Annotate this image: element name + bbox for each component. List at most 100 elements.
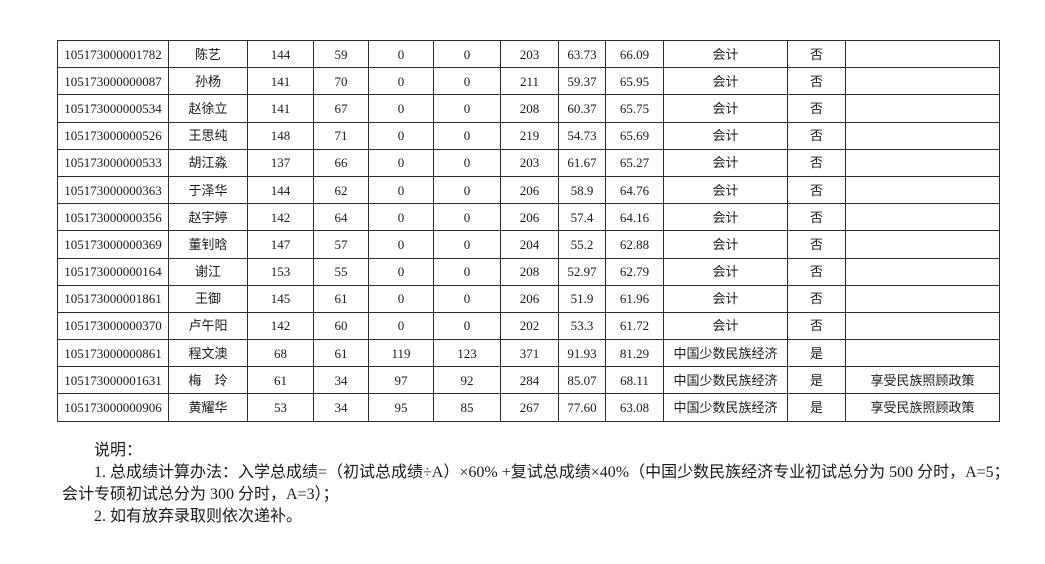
table-cell-score_4: 0 bbox=[433, 67, 501, 96]
table-cell-final_score: 62.88 bbox=[605, 230, 664, 259]
table-cell-policy_flag: 否 bbox=[787, 39, 846, 69]
table-cell-score_4: 92 bbox=[433, 366, 501, 395]
table-cell-major: 会计 bbox=[663, 121, 788, 150]
table-cell-score_2: 67 bbox=[313, 94, 369, 123]
table-cell-candidate_id: 105173000000363 bbox=[57, 175, 169, 205]
table-cell-name: 程文澳 bbox=[168, 339, 248, 368]
table-cell-policy_flag: 否 bbox=[787, 175, 846, 205]
table-cell-final_score: 65.69 bbox=[605, 121, 664, 150]
table-row: 105173000000356 赵宇婷 142 64 0 0 206 57.4 64.16 会计否 bbox=[57, 203, 1000, 232]
table-cell-name: 孙杨 bbox=[168, 67, 248, 96]
table-cell-remark bbox=[845, 94, 1000, 123]
table-cell-remark bbox=[845, 230, 1000, 259]
table-row: 105173000000369 董钊晗 147 57 0 0 204 55.2 62.88 会计否 bbox=[57, 230, 1000, 259]
table-cell-score_4: 0 bbox=[433, 311, 501, 341]
table-cell-remark: 享受民族照顾政策 bbox=[845, 366, 1000, 395]
table-cell-score_1: 141 bbox=[247, 67, 314, 96]
table-cell-major: 会计 bbox=[663, 94, 788, 123]
table-cell-policy_flag: 否 bbox=[787, 284, 846, 313]
table-cell-remark bbox=[845, 257, 1000, 286]
table-cell-score_3: 119 bbox=[368, 339, 434, 368]
table-row: 105173000000861 程文澳 68 61 119 123 371 91.93 81.2… bbox=[57, 339, 1000, 368]
table-cell-score_1: 144 bbox=[247, 39, 314, 69]
table-cell-score_2: 62 bbox=[313, 175, 369, 205]
table-cell-major: 会计 bbox=[663, 67, 788, 96]
table-cell-final_score: 81.29 bbox=[605, 339, 664, 368]
table-cell-candidate_id: 105173000000370 bbox=[57, 311, 169, 341]
table-cell-score_2: 60 bbox=[313, 311, 369, 341]
table-cell-remark: 享受民族照顾政策 bbox=[845, 393, 1000, 422]
table-cell-remark bbox=[845, 39, 1000, 69]
table-cell-score_1: 147 bbox=[247, 230, 314, 259]
table-cell-candidate_id: 105173000000369 bbox=[57, 230, 169, 259]
table-cell-score_4: 0 bbox=[433, 94, 501, 123]
table-cell-final_score: 61.96 bbox=[605, 284, 664, 313]
table-cell-score_4: 0 bbox=[433, 203, 501, 232]
note-item-2: 2. 如有放弃录取则依次递补。 bbox=[94, 508, 303, 525]
table-cell-final_score: 66.09 bbox=[605, 39, 664, 69]
table-cell-score_4: 0 bbox=[433, 175, 501, 205]
table-cell-major: 中国少数民族经济 bbox=[663, 393, 788, 422]
table-cell-candidate_id: 105173000001782 bbox=[57, 39, 169, 69]
table-cell-remark bbox=[845, 67, 1000, 96]
table-cell-retest_score: 91.93 bbox=[558, 339, 606, 368]
table-cell-candidate_id: 105173000000087 bbox=[57, 67, 169, 96]
table-cell-remark bbox=[845, 203, 1000, 232]
table-cell-major: 会计 bbox=[663, 148, 788, 177]
table-cell-major: 会计 bbox=[663, 203, 788, 232]
table-cell-score_2: 61 bbox=[313, 339, 369, 368]
table-cell-score_2: 34 bbox=[313, 393, 369, 422]
table-cell-remark bbox=[845, 175, 1000, 205]
table-cell-major: 中国少数民族经济 bbox=[663, 366, 788, 395]
table-cell-remark bbox=[845, 284, 1000, 313]
table-cell-score_1: 141 bbox=[247, 94, 314, 123]
table-cell-initial_total: 267 bbox=[500, 393, 559, 422]
table-cell-candidate_id: 105173000000861 bbox=[57, 339, 169, 368]
table-cell-candidate_id: 105173000000906 bbox=[57, 393, 169, 422]
table-cell-remark bbox=[845, 148, 1000, 177]
table-cell-candidate_id: 105173000000164 bbox=[57, 257, 169, 286]
table-cell-remark bbox=[845, 311, 1000, 341]
table-cell-score_3: 97 bbox=[368, 366, 434, 395]
table-cell-policy_flag: 否 bbox=[787, 311, 846, 341]
table-row: 105173000001782 陈艺 144 59 0 0 203 63.73 66.09 会计否 bbox=[57, 39, 1000, 69]
table-cell-candidate_id: 105173000000526 bbox=[57, 121, 169, 150]
table-cell-name: 赵徐立 bbox=[168, 94, 248, 123]
table-cell-score_4: 0 bbox=[433, 284, 501, 313]
table-cell-major: 会计 bbox=[663, 175, 788, 205]
table-cell-score_2: 55 bbox=[313, 257, 369, 286]
table-cell-score_2: 71 bbox=[313, 121, 369, 150]
table-cell-initial_total: 206 bbox=[500, 203, 559, 232]
table-cell-final_score: 64.76 bbox=[605, 175, 664, 205]
table-cell-score_2: 34 bbox=[313, 366, 369, 395]
table-cell-retest_score: 54.73 bbox=[558, 121, 606, 150]
table-cell-score_3: 0 bbox=[368, 175, 434, 205]
table-cell-score_3: 95 bbox=[368, 393, 434, 422]
table-cell-initial_total: 204 bbox=[500, 230, 559, 259]
table-cell-score_1: 142 bbox=[247, 203, 314, 232]
table-cell-score_1: 68 bbox=[247, 339, 314, 368]
table-cell-retest_score: 85.07 bbox=[558, 366, 606, 395]
table-cell-retest_score: 60.37 bbox=[558, 94, 606, 123]
table-cell-name: 梅 玲 bbox=[168, 366, 248, 395]
table-cell-policy_flag: 是 bbox=[787, 366, 846, 395]
table-cell-policy_flag: 是 bbox=[787, 339, 846, 368]
table-cell-final_score: 64.16 bbox=[605, 203, 664, 232]
table-cell-score_1: 153 bbox=[247, 257, 314, 286]
table-cell-score_1: 148 bbox=[247, 121, 314, 150]
table-cell-score_2: 66 bbox=[313, 148, 369, 177]
table-cell-name: 陈艺 bbox=[168, 39, 248, 69]
table-cell-score_2: 57 bbox=[313, 230, 369, 259]
table-cell-score_3: 0 bbox=[368, 121, 434, 150]
table-cell-score_4: 0 bbox=[433, 148, 501, 177]
table-cell-major: 会计 bbox=[663, 284, 788, 313]
table-cell-initial_total: 206 bbox=[500, 175, 559, 205]
table-cell-score_3: 0 bbox=[368, 311, 434, 341]
table-cell-initial_total: 208 bbox=[500, 257, 559, 286]
table-cell-initial_total: 206 bbox=[500, 284, 559, 313]
table-cell-score_3: 0 bbox=[368, 284, 434, 313]
table-cell-initial_total: 203 bbox=[500, 39, 559, 69]
notes-heading: 说明： bbox=[94, 442, 143, 459]
table-row: 105173000000526 王思纯 148 71 0 0 219 54.73 65.69 会计… bbox=[57, 121, 1000, 150]
